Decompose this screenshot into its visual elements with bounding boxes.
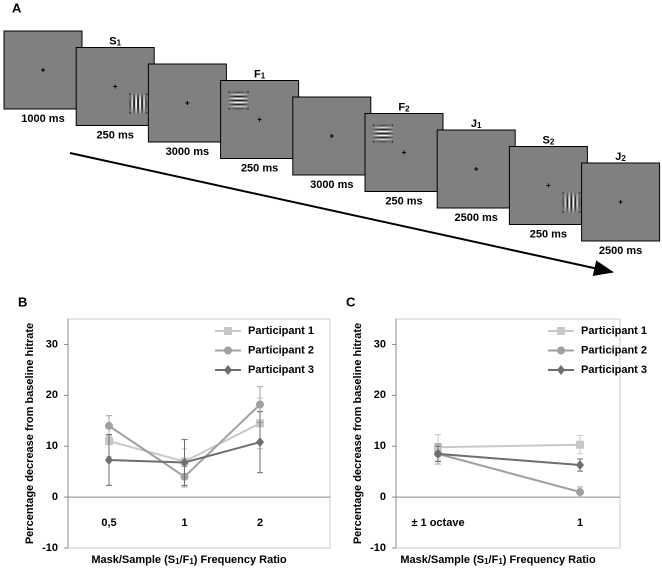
duration-label: 2500 ms [454, 212, 497, 224]
y-tick-label: -10 [370, 542, 386, 554]
x-axis-title-part: Mask/Sample (S [91, 554, 175, 566]
frame-label-sub: 1 [477, 121, 482, 130]
duration-label: 250 ms [530, 228, 567, 240]
series-line [437, 452, 581, 467]
y-tick-label: 10 [374, 440, 386, 452]
panel-label: B [18, 294, 27, 309]
point [256, 437, 264, 448]
frame-label: S2 [543, 134, 555, 146]
duration-label: 250 ms [385, 195, 422, 207]
y-axis-title: Percentage decrease from baseline hitrat… [24, 323, 36, 544]
frame-label: J2 [615, 151, 626, 163]
point [434, 448, 442, 459]
panel-label: A [12, 0, 22, 15]
point [105, 421, 113, 430]
frame-label-sub: 2 [550, 138, 555, 147]
x-axis-title-part: /F [180, 554, 190, 566]
y-tick-label: 10 [46, 440, 58, 452]
point [180, 457, 189, 468]
legend-marker [557, 327, 565, 335]
point [576, 488, 584, 497]
x-axis-title-part: ) Frequency Ratio [194, 554, 287, 566]
x-axis-title-part: /F [489, 554, 499, 566]
grating-envelope [126, 91, 151, 116]
y-tick-label: 20 [46, 389, 58, 401]
frame-label: J1 [471, 118, 482, 130]
legend-marker [224, 365, 232, 375]
grating-envelope [371, 121, 395, 146]
legend-label: Participant 1 [248, 325, 314, 337]
x-axis-title: Mask/Sample (S1/F1) Frequency Ratio [91, 554, 287, 566]
frame-label-sub: 2 [621, 154, 626, 163]
x-tick-label: 1 [577, 517, 583, 529]
series-line [437, 452, 581, 493]
frame-label-base: F [254, 68, 261, 80]
legend-marker [557, 346, 565, 355]
duration-label: 1000 ms [21, 113, 64, 125]
x-tick-label: 0,5 [101, 517, 116, 529]
duration-label: 3000 ms [310, 179, 353, 191]
duration-label: 250 ms [241, 162, 278, 174]
y-tick-label: 30 [46, 338, 58, 350]
x-axis-title-part: 1 [498, 557, 503, 566]
frame-label: F2 [398, 101, 410, 113]
frame-label-base: S [109, 35, 116, 47]
legend-label: Participant 2 [248, 344, 314, 356]
frame-label-base: F [398, 101, 405, 113]
x-axis-title-part: 1 [189, 557, 194, 566]
frame-label-sub: 2 [405, 105, 410, 114]
x-tick-label: ± 1 octave [411, 517, 464, 529]
grating-envelope [559, 190, 584, 215]
legend-marker [557, 365, 565, 375]
panel-label: C [346, 294, 356, 309]
frame-label-base: J [615, 151, 621, 163]
y-tick-label: 0 [380, 491, 386, 503]
legend-marker [224, 327, 232, 335]
legend-label: Participant 3 [581, 364, 647, 376]
y-tick-label: -10 [42, 542, 58, 554]
series-line [437, 443, 581, 449]
x-axis-title-part: ) Frequency Ratio [503, 554, 596, 566]
frame-label-sub: 1 [117, 39, 122, 48]
frame-label-base: J [471, 118, 477, 130]
point [576, 440, 584, 449]
frame [292, 96, 372, 176]
duration-label: 2500 ms [599, 245, 642, 257]
grating-envelope [226, 88, 251, 113]
legend-marker [224, 346, 232, 355]
x-axis-title-part: 1 [175, 557, 180, 566]
x-axis-title: Mask/Sample (S1/F1) Frequency Ratio [400, 554, 596, 566]
frame-label: S1 [109, 35, 121, 47]
legend-label: Participant 1 [581, 325, 647, 337]
frame-label-sub: 1 [261, 72, 266, 81]
point [256, 400, 264, 409]
duration-label: 3000 ms [166, 146, 209, 158]
time-arrow [69, 152, 614, 276]
legend-label: Participant 2 [581, 344, 647, 356]
y-tick-label: 30 [374, 338, 386, 350]
frame-label: F1 [254, 68, 266, 80]
legend-label: Participant 3 [248, 364, 314, 376]
y-tick-label: 0 [52, 491, 58, 503]
y-tick-label: 20 [374, 389, 386, 401]
x-tick-label: 2 [257, 517, 263, 529]
x-axis-title-part: 1 [484, 557, 489, 566]
y-axis-title: Percentage decrease from baseline hitrat… [352, 323, 364, 544]
x-axis-title-part: Mask/Sample (S [400, 554, 484, 566]
point [576, 460, 584, 471]
frame-label-base: S [543, 134, 550, 146]
duration-label: 250 ms [97, 129, 134, 141]
x-tick-label: 1 [181, 517, 187, 529]
point [105, 454, 113, 465]
